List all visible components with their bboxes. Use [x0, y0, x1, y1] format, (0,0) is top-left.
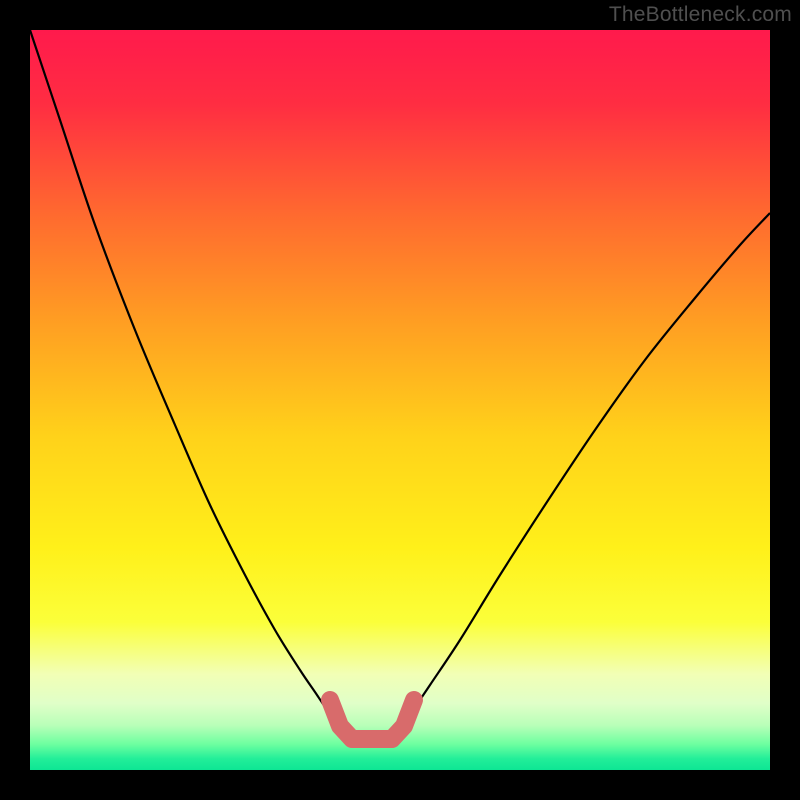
chart-frame: TheBottleneck.com	[0, 0, 800, 800]
plot-svg	[0, 0, 800, 800]
watermark-text: TheBottleneck.com	[609, 3, 792, 27]
plot-background	[30, 30, 770, 770]
